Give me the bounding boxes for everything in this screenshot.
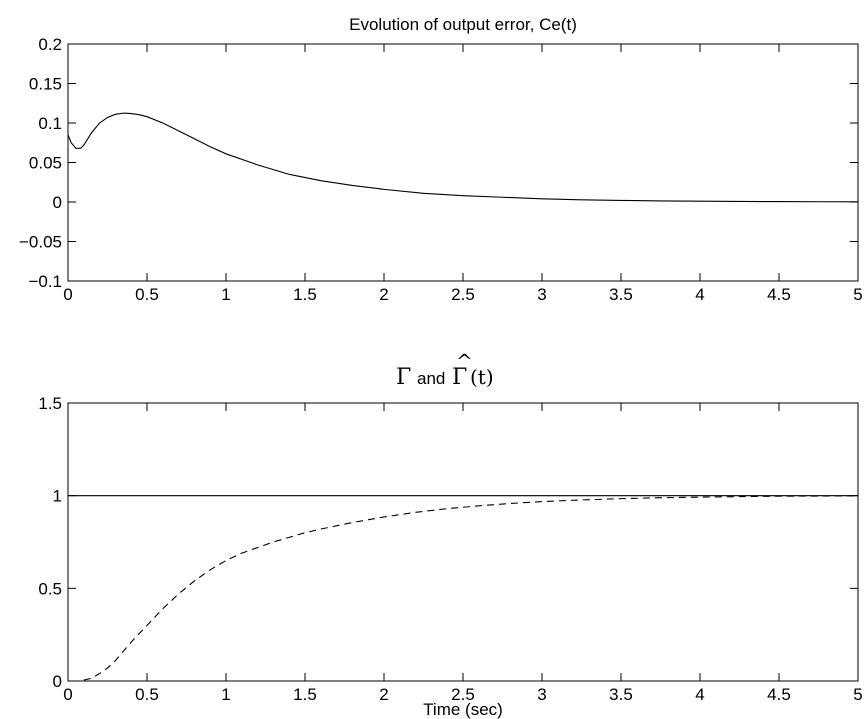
gamma-estimate-curves [68,495,859,681]
output-error-xtick-label: 3 [537,285,546,304]
gamma-estimate-xtick-label: 0.5 [135,685,159,704]
output-error-ytick-label: 0.15 [29,75,62,94]
gamma-estimate-xtick-label: 3 [537,685,546,704]
output-error-xtick-label: 1.5 [293,285,317,304]
output-error-xtick-label: 0.5 [135,285,159,304]
gamma-estimate-xtick-label: 2 [379,685,388,704]
gamma-estimate-ticks: 0 0.5 1 1.5 2 2.5 3 3.5 4 4.5 5 0 0.5 1 1.5 [38,394,862,704]
title-and-word: and [417,369,445,388]
output-error-axes-box [67,43,859,282]
gamma-estimate-xtick-label: 4.5 [767,685,791,704]
output-error-xtick-label: 3.5 [609,285,633,304]
output-error-xtick-label: 4.5 [767,285,791,304]
output-error-ytick-label: 0.05 [29,154,62,173]
gamma-estimate-ytick-label: 0.5 [38,579,62,598]
output-error-ytick-label: 0 [53,193,62,212]
output-error-plot: Evolution of output error, Ce(t) 0 0.5 1 1.… [19,15,863,304]
gamma-estimate-axes-box [67,402,859,682]
hat-symbol: ^ [456,349,473,373]
x-axis-label: Time (sec) [423,700,503,719]
output-error-xtick-label: 4 [695,285,704,304]
output-error-xtick-label: 5 [853,285,862,304]
output-error-ytick-label: 0.2 [38,35,62,54]
output-error-xtick-label: 2.5 [451,285,475,304]
gamma-estimate-xtick-label: 0 [63,685,72,704]
output-error-xtick-label: 1 [221,285,230,304]
output-error-ticks: 0 0.5 1 1.5 2 2.5 3 3.5 4 4.5 5 −0.1 −0.05 0 0.05 0.1 0.… [19,35,863,304]
output-error-title: Evolution of output error, Ce(t) [349,15,577,34]
gamma-estimate-xtick-label: 4 [695,685,704,704]
gamma-estimate-xtick-label: 3.5 [609,685,633,704]
output-error-curves [67,112,859,203]
gamma-estimate-ytick-label: 1 [53,487,62,506]
output-error-xtick-label: 2 [379,285,388,304]
gamma-estimate-xtick-label: 1 [221,685,230,704]
gamma-estimate-title: Γ and ^ Γ (t) [396,349,494,390]
output-error-ytick-label: −0.05 [19,233,62,252]
gamma-estimate-xtick-label: 1.5 [293,685,317,704]
gamma-estimate-ytick-label: 0 [53,672,62,691]
gamma-estimate-xtick-label: 5 [853,685,862,704]
gamma-estimate-plot: Γ and ^ Γ (t) 0 0.5 1 1.5 2 2.5 3 3.5 4 4.5 5 0 0.5 1… [38,349,862,719]
gamma-estimate-ytick-label: 1.5 [38,394,62,413]
gamma-symbol: Γ [396,365,411,390]
gamma-estimate-xtick-label: 2.5 [451,685,475,704]
output-error-ytick-label: 0.1 [38,114,62,133]
gamma-hat-symbol: Γ [452,365,467,390]
title-time-arg: (t) [470,365,494,389]
output-error-ytick-label: −0.1 [28,272,62,291]
output-error-series-1 [67,112,859,203]
output-error-xtick-label: 0 [63,285,72,304]
